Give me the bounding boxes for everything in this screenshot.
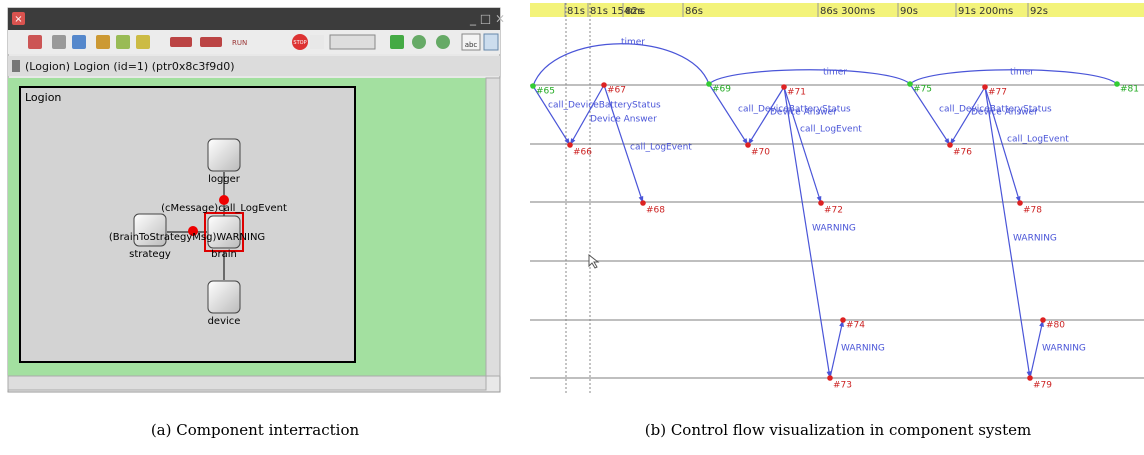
module-label: strategy (129, 249, 171, 260)
event-dot (640, 200, 646, 206)
tool-icon[interactable] (28, 35, 42, 49)
close-icon: × (14, 14, 22, 25)
event-dot (818, 200, 824, 206)
tool-icon[interactable] (116, 35, 130, 49)
message-label: (BrainToStrategyMsg)WARNING (109, 232, 265, 243)
run-button[interactable]: RUN (232, 39, 247, 47)
vertical-scrollbar[interactable] (486, 78, 500, 376)
arrow-label: call_LogEvent (800, 125, 862, 135)
event-dot (982, 84, 988, 90)
event-label: #75 (913, 85, 932, 95)
event-label: #79 (1033, 381, 1052, 391)
sequence-chart (530, 3, 1144, 395)
tool-icon[interactable] (52, 35, 66, 49)
event-dot (745, 142, 751, 148)
event-dot (1017, 200, 1023, 206)
info-text: (Logion) Logion (id=1) (ptr0x8c3f9d0) (25, 60, 235, 73)
module-label: brain (211, 249, 237, 260)
network-box (20, 87, 355, 362)
event-label: #66 (573, 148, 592, 158)
time-label: 86s (685, 6, 703, 17)
caption: (b) Control flow visualization in compon… (645, 421, 1031, 439)
arrow-label: timer (1010, 68, 1034, 78)
caption: (a) Component interraction (151, 421, 360, 439)
event-label: #78 (1023, 206, 1042, 216)
arrow-label: Device Answer (971, 108, 1038, 118)
event-label: #70 (751, 148, 770, 158)
event-label: #80 (1046, 321, 1065, 331)
event-dot (840, 317, 846, 323)
event-dot (781, 84, 787, 90)
arrow-label: timer (823, 68, 847, 78)
arrow-label: call_LogEvent (1007, 135, 1069, 145)
abc-button[interactable]: abc (465, 41, 478, 49)
arrow-label: Device Answer (770, 108, 837, 118)
event-dot (1114, 81, 1120, 87)
time-label: 90s (900, 6, 918, 17)
event-dot (947, 142, 953, 148)
module-label: device (208, 316, 241, 327)
event-label: #68 (646, 206, 665, 216)
event-label: #72 (824, 206, 843, 216)
arrow-label: WARNING (812, 224, 856, 234)
event-label: #65 (536, 87, 555, 97)
event-label: #71 (787, 88, 806, 98)
tool-icon[interactable] (310, 35, 324, 49)
arrow-label: WARNING (1013, 234, 1057, 244)
event-label: #74 (846, 321, 865, 331)
tool-icon[interactable] (136, 35, 150, 49)
arrow-label: WARNING (1042, 344, 1086, 354)
module-icon (208, 281, 240, 313)
event-dot (706, 81, 712, 87)
event-dot (827, 375, 833, 381)
arrow-label: Device Answer (590, 115, 657, 125)
tool-icon[interactable] (170, 37, 192, 47)
title-bar (8, 8, 500, 30)
event-dot (530, 83, 536, 89)
arrow-label: WARNING (841, 344, 885, 354)
event-dot (567, 142, 573, 148)
time-label: 82s (625, 6, 643, 17)
horizontal-scrollbar[interactable] (8, 376, 486, 390)
event-label: #67 (607, 86, 626, 96)
event-label: #69 (712, 85, 731, 95)
event-dot (1040, 317, 1046, 323)
tool-icon[interactable] (96, 35, 110, 49)
tool-icon[interactable] (200, 37, 222, 47)
arrow-label: timer (621, 38, 645, 48)
module-icon (208, 139, 240, 171)
speed-slider[interactable] (330, 35, 375, 49)
time-label: 81s (567, 6, 585, 17)
info-icon (12, 60, 20, 72)
tool-icon[interactable] (484, 34, 498, 50)
time-label: 86s 300ms (820, 6, 875, 17)
window-controls[interactable]: _ □ × (469, 12, 505, 26)
time-label: 92s (1030, 6, 1048, 17)
stop-label: STOP (293, 40, 306, 46)
network-label: Logion (25, 91, 61, 104)
module-label: logger (208, 174, 241, 185)
arrow-label: call_LogEvent (630, 143, 692, 153)
arrow-label: call_DeviceBatteryStatus (548, 101, 661, 111)
message-label: (cMessage)call_LogEvent (161, 203, 287, 214)
event-label: #81 (1120, 85, 1139, 95)
event-label: #73 (833, 381, 852, 391)
tool-icon[interactable] (390, 35, 404, 49)
zoom-out[interactable] (436, 35, 450, 49)
event-dot (1027, 375, 1033, 381)
event-label: #77 (988, 88, 1007, 98)
event-dot (601, 82, 607, 88)
zoom-in[interactable] (412, 35, 426, 49)
event-label: #76 (953, 148, 972, 158)
figure: × _ □ × RUN STOP abc (Logion) Logion (id… (0, 0, 1144, 455)
tool-icon[interactable] (72, 35, 86, 49)
event-dot (907, 81, 913, 87)
time-label: 91s 200ms (958, 6, 1013, 17)
